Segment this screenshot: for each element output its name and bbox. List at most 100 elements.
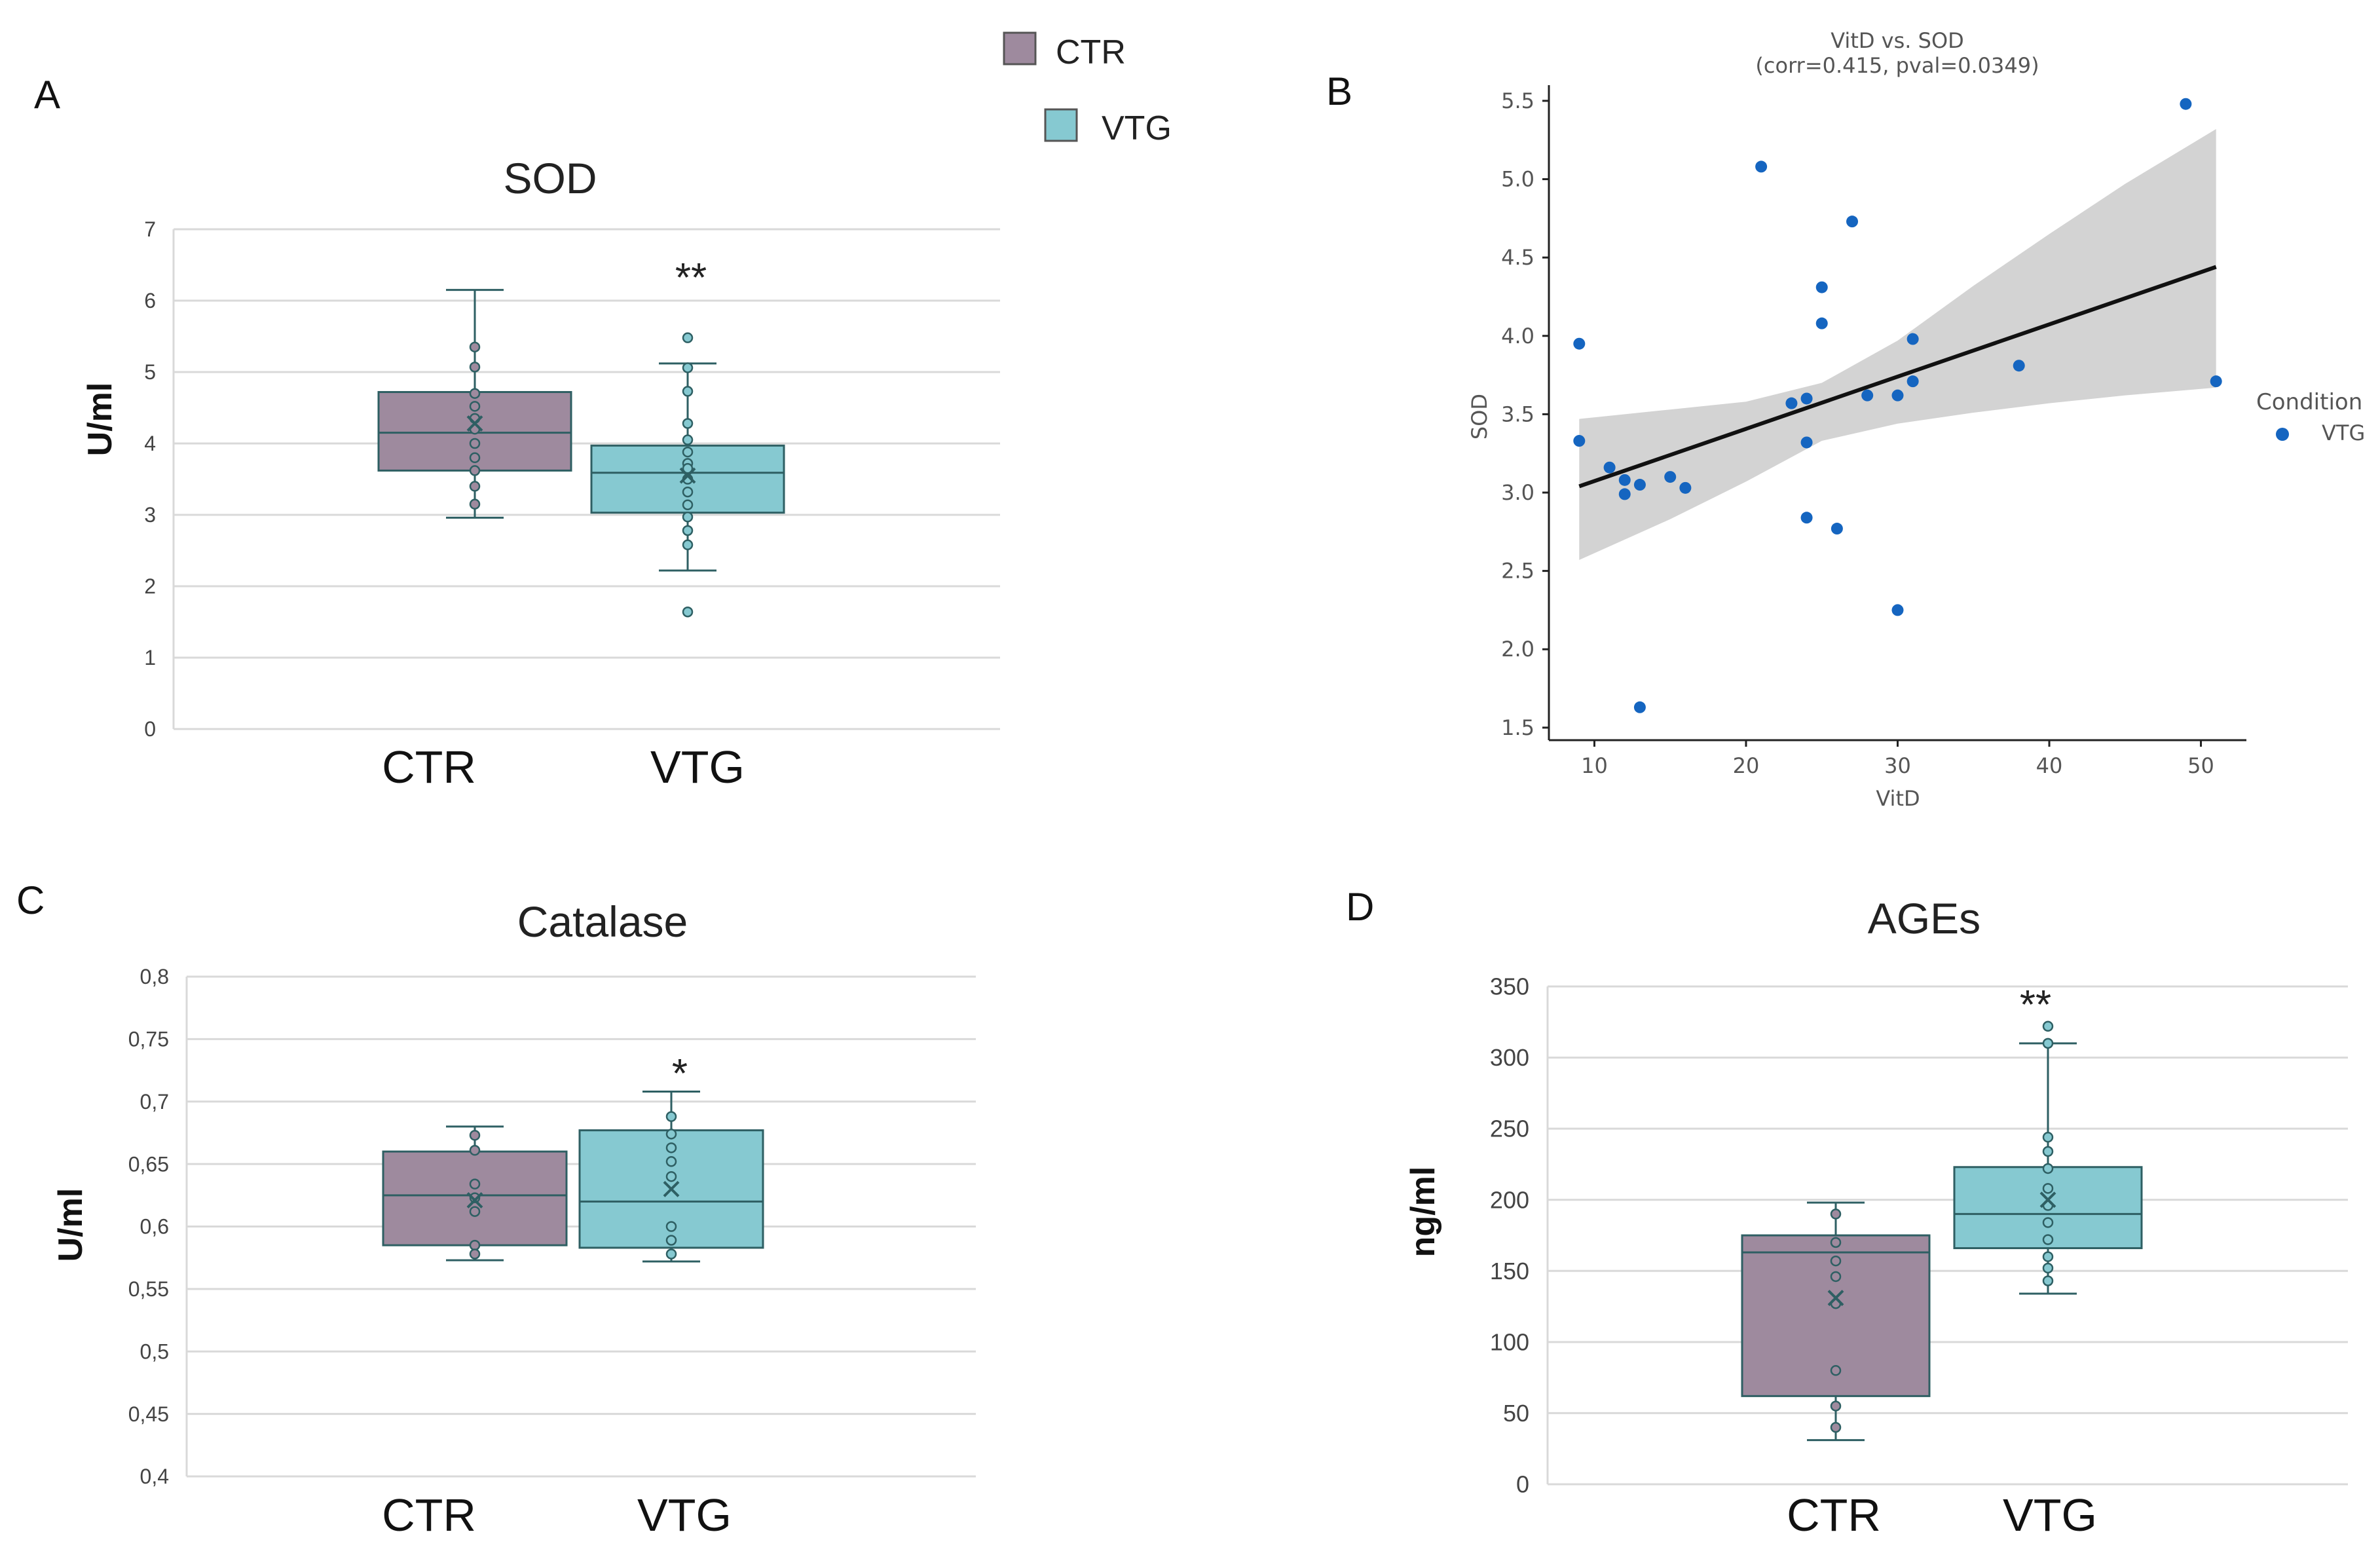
scatter-point [1785, 397, 1798, 409]
y-tick-label: 6 [144, 289, 156, 312]
mean-marker-vtg [679, 467, 696, 484]
data-point-ctr [1830, 1271, 1842, 1283]
y-tick-label: 0,65 [128, 1152, 169, 1176]
y-tick-label: 0,5 [140, 1340, 169, 1363]
data-point-ctr [1830, 1365, 1842, 1376]
y-axis-label-sod: U/ml [81, 383, 119, 457]
y-tick-label: 50 [1503, 1400, 1529, 1427]
chart-catalase: Catalase U/ml 0,4 0,45 0,5 0,55 0,6 0,65 0,7 0,… [52, 897, 976, 1541]
data-point-vtg [2042, 1038, 2054, 1049]
chart-title-vitd-sod: VitD vs. SOD [1831, 28, 1964, 53]
scatter-point [1861, 389, 1874, 402]
x-axis-label-vitd: VitD [1876, 786, 1920, 811]
confidence-band [1579, 128, 2216, 560]
data-point-vtg [682, 362, 694, 373]
legend-label-ctr: CTR [1056, 33, 1126, 71]
mean-marker-ctr [1827, 1290, 1844, 1306]
data-point-ctr [469, 452, 481, 464]
data-point-ctr [469, 388, 481, 399]
y-tick-label: 5 [144, 360, 156, 384]
chart-title-ages: AGEs [1868, 894, 1980, 943]
data-point-vtg [2042, 1262, 2054, 1274]
data-point-vtg [682, 446, 694, 458]
data-point-vtg [665, 1129, 677, 1140]
legend-marker-vtg-scatter [2276, 428, 2289, 441]
data-point-vtg [682, 462, 694, 474]
data-point-ctr [469, 341, 481, 353]
scatter-point [1846, 215, 1859, 228]
x-tick-label: 20 [1733, 753, 1760, 778]
y-tick-label: 2 [144, 574, 156, 598]
x-tick-label-vtg: VTG [650, 741, 745, 793]
panel-label-a: A [34, 73, 60, 117]
x-tick-label-ctr: CTR [382, 741, 476, 793]
y-tick-label: 5.0 [1501, 167, 1534, 192]
panel-label-c: C [16, 878, 45, 922]
y-tick-label: 4.5 [1501, 245, 1534, 270]
y-axis-label-sod-scatter: SOD [1467, 394, 1492, 440]
scatter-point [1573, 435, 1586, 447]
data-point-ctr [469, 438, 481, 449]
scatter-point [1800, 392, 1813, 405]
y-tick-label: 4.0 [1501, 324, 1534, 348]
data-point-ctr [1830, 1208, 1842, 1220]
data-point-vtg [682, 386, 694, 397]
scatter-point [1755, 160, 1768, 173]
y-tick-label: 0,75 [128, 1028, 169, 1051]
mean-marker-ctr [466, 415, 483, 432]
scatter-point [1618, 488, 1631, 500]
y-axis-label-ages: ng/ml [1404, 1167, 1442, 1258]
y-axis-label-catalase: U/ml [52, 1188, 90, 1262]
data-point-vtg [682, 499, 694, 510]
mean-marker-vtg [2039, 1191, 2056, 1208]
y-tick-label: 7 [144, 217, 156, 241]
data-point-vtg [2042, 1131, 2054, 1143]
x-tick-label: 40 [2036, 753, 2063, 778]
y-tick-label: 0,6 [140, 1215, 169, 1239]
x-tick-label: 10 [1581, 753, 1608, 778]
significance-marker: ** [2020, 983, 2051, 1028]
y-tick-label: 3.0 [1501, 480, 1534, 505]
data-point-ctr [469, 1248, 481, 1260]
significance-marker: * [672, 1051, 688, 1096]
scatter-point [1815, 281, 1828, 293]
y-tick-label: 0 [1516, 1471, 1529, 1498]
data-point-ctr [469, 1178, 481, 1190]
y-tick-label: 0,55 [128, 1277, 169, 1301]
data-point-vtg [682, 606, 694, 618]
data-point-ctr [1830, 1400, 1842, 1412]
mean-marker-ctr [466, 1192, 483, 1208]
y-tick-label: 5.5 [1501, 88, 1534, 113]
significance-marker: ** [675, 255, 707, 301]
data-point-ctr [469, 481, 481, 492]
scatter-point [1906, 333, 1919, 345]
data-point-ctr [1830, 1421, 1842, 1433]
data-point-vtg [665, 1142, 677, 1153]
data-point-vtg [682, 434, 694, 445]
data-point-ctr [469, 1144, 481, 1156]
panel-label-d: D [1346, 885, 1374, 929]
y-tick-label: 300 [1490, 1044, 1529, 1071]
y-tick-label: 0,4 [140, 1465, 169, 1488]
chart-title-catalase: Catalase [517, 897, 688, 946]
data-point-vtg [2042, 1251, 2054, 1262]
scatter-point [1831, 523, 1843, 535]
data-point-vtg [2042, 1183, 2054, 1194]
data-point-ctr [469, 401, 481, 412]
scatter-point [1603, 461, 1616, 474]
data-point-vtg [682, 418, 694, 429]
chart-sod: SOD U/ml 0 1 2 3 4 5 6 7 CTR VTG ** [81, 154, 1000, 793]
scatter-point [1800, 436, 1813, 449]
chart-subtitle-vitd-sod: (corr=0.415, pval=0.0349) [1755, 53, 2039, 78]
data-point-vtg [665, 1111, 677, 1122]
data-point-ctr [469, 1130, 481, 1141]
data-point-vtg [682, 525, 694, 536]
x-tick-label-ctr: CTR [382, 1489, 476, 1541]
y-tick-label: 0,45 [128, 1402, 169, 1426]
data-point-vtg [2042, 1234, 2054, 1245]
data-point-ctr [1830, 1237, 1842, 1248]
data-point-vtg [2042, 1021, 2054, 1032]
legend-swatch-ctr [1003, 31, 1037, 66]
y-tick-label: 150 [1490, 1258, 1529, 1284]
